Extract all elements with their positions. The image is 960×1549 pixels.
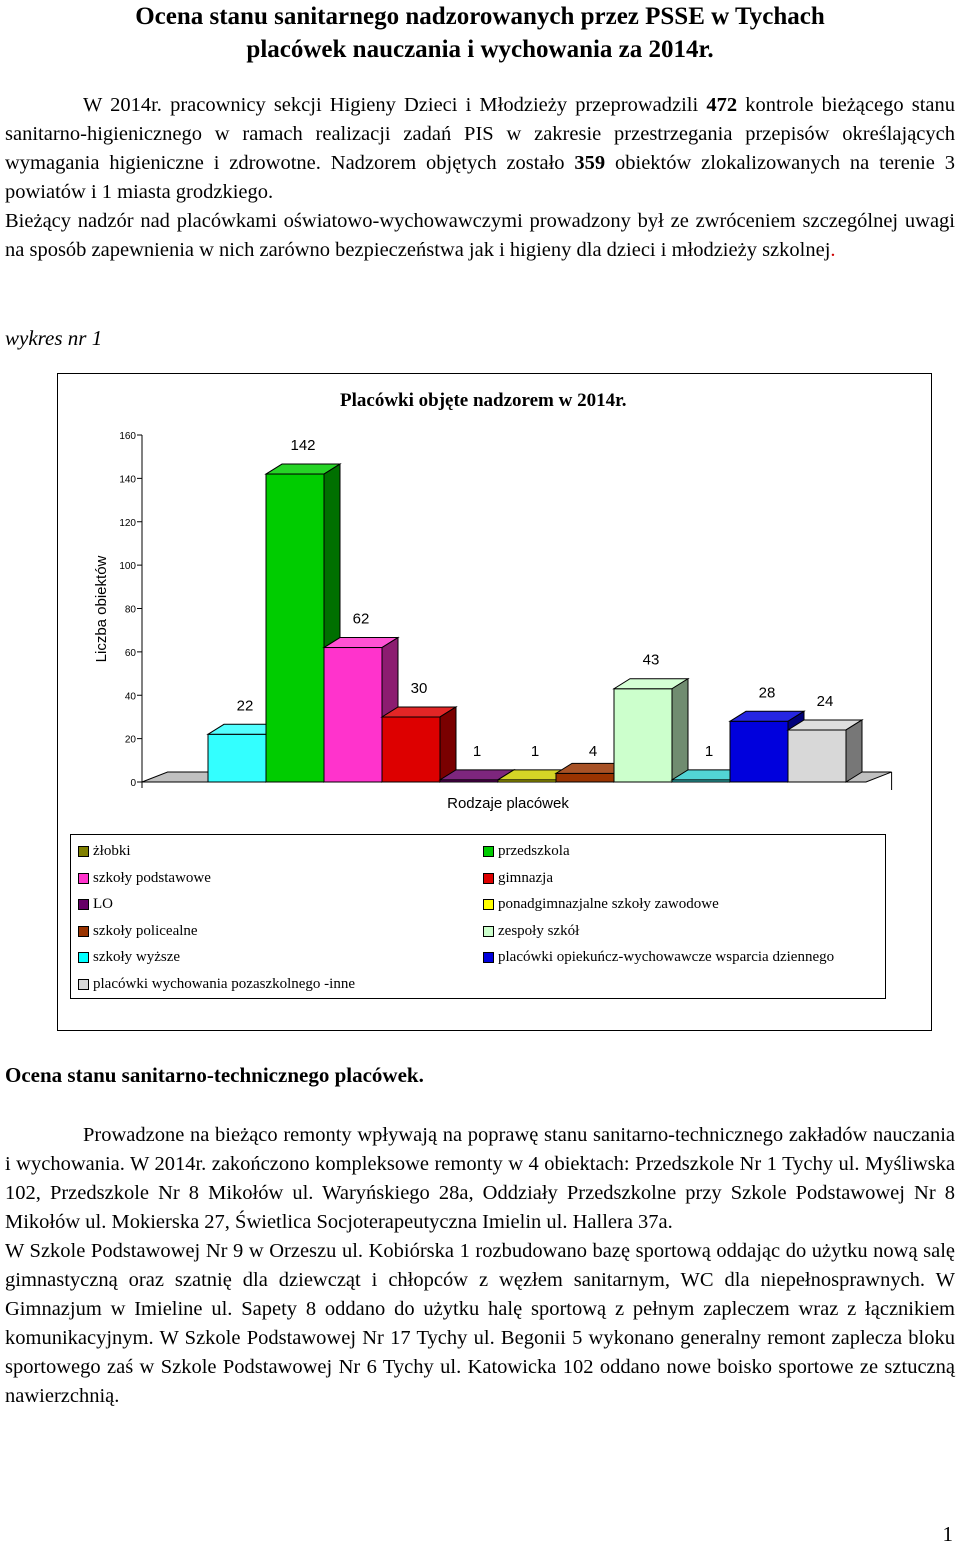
legend-item: żłobki xyxy=(78,843,131,860)
legend-label: szkoły wyższe xyxy=(93,949,181,966)
bar-front xyxy=(787,729,847,783)
legend-item: ponadgimnazjalne szkoły zawodowe xyxy=(483,896,719,913)
chart-legend: żłobki przedszkola szkoły podstawowe gimnaz… xyxy=(70,834,886,999)
legend-label: gimnazja xyxy=(498,869,553,886)
bar-value-label: 28 xyxy=(759,684,776,701)
bar-value-label: 24 xyxy=(817,693,834,710)
legend-item: gimnazja xyxy=(483,870,553,887)
y-tick-label: 100 xyxy=(119,561,136,572)
legend-swatch xyxy=(483,872,494,884)
section-heading: Ocena stanu sanitarno-technicznego placó… xyxy=(5,1063,424,1087)
legend-item: szkoły wyższe xyxy=(78,949,180,966)
legend-label: ponadgimnazjalne szkoły zawodowe xyxy=(498,896,719,913)
bar-side xyxy=(671,677,689,783)
legend-label: placówki wychowania pozaszkolnego -inne xyxy=(93,976,355,992)
intro-p2-text: Bieżący nadzór nad placówkami oświatowo-… xyxy=(5,210,955,261)
bar-front xyxy=(323,647,383,783)
title-line-2: placówek nauczania i wychowania za 2014r… xyxy=(246,36,714,63)
legend-swatch xyxy=(483,925,494,937)
legend-label: żłobki xyxy=(93,843,131,859)
bar-front xyxy=(555,772,615,783)
intro-p2: Bieżący nadzór nad placówkami oświatowo-… xyxy=(5,207,955,265)
legend-item: LO xyxy=(78,896,113,913)
legend-label: LO xyxy=(93,896,113,913)
section-body: Prowadzone na bieżąco remonty wpływają n… xyxy=(5,1121,955,1411)
bar-value-label: 1 xyxy=(473,743,481,760)
y-tick-label: 20 xyxy=(125,735,137,746)
legend-item: placówki wychowania pozaszkolnego -inne xyxy=(78,976,355,993)
legend-item: szkoły podstawowe xyxy=(78,870,211,887)
legend-label: zespoły szkół xyxy=(498,922,580,939)
legend-swatch xyxy=(78,979,89,990)
legend-swatch xyxy=(78,846,89,857)
x-axis-label: Rodzaje placówek xyxy=(447,795,569,812)
legend-label: placówki opiekuńcz-wychowawcze wsparcia … xyxy=(498,949,835,966)
bar-value-label: 22 xyxy=(237,697,254,714)
intro-p1: W 2014r. pracownicy sekcji Higieny Dziec… xyxy=(5,91,955,207)
objects-count: 359 xyxy=(574,152,606,174)
y-tick-label: 120 xyxy=(119,518,136,529)
intro-p2-end: . xyxy=(830,239,836,261)
bar-side xyxy=(439,706,457,783)
bar-front xyxy=(265,473,325,783)
bar-value-label: 30 xyxy=(411,680,428,697)
section-p2: W Szkole Podstawowej Nr 9 w Orzeszu ul. … xyxy=(5,1240,955,1407)
y-tick-label: 140 xyxy=(119,474,136,485)
intro-p1-text-a: W 2014r. pracownicy sekcji Higieny Dziec… xyxy=(83,94,707,116)
intro-p1-text-c: kontrole bieżącego stanu sanitarno-higie… xyxy=(5,94,956,174)
y-axis-label: Liczba obiektów xyxy=(93,555,110,662)
legend-item: szkoły policealne xyxy=(78,923,198,940)
bar-front xyxy=(613,688,673,783)
bar-value-label: 1 xyxy=(705,743,713,760)
bar-value-label: 142 xyxy=(290,437,315,454)
bar-value-label: 4 xyxy=(589,743,597,760)
bar-front xyxy=(729,720,789,783)
intro-paragraph: W 2014r. pracownicy sekcji Higieny Dziec… xyxy=(5,91,955,265)
section-p1: Prowadzone na bieżąco remonty wpływają n… xyxy=(5,1124,955,1233)
legend-swatch xyxy=(483,846,494,857)
legend-item: zespoły szkół xyxy=(483,923,579,940)
legend-swatch xyxy=(78,872,89,884)
bar-side xyxy=(845,719,863,783)
legend-item: przedszkola xyxy=(483,843,570,860)
bar-value-label: 1 xyxy=(531,743,539,760)
legend-item: placówki opiekuńcz-wychowawcze wsparcia … xyxy=(483,949,834,966)
legend-swatch xyxy=(78,899,89,911)
y-tick-label: 60 xyxy=(125,648,137,659)
legend-swatch xyxy=(483,899,494,911)
legend-swatch xyxy=(78,925,89,937)
controls-count: 472 xyxy=(706,94,738,116)
intro-p1-text-e: obiektów zlokalizowanych na terenie 3 po… xyxy=(5,152,955,203)
chart-caption: wykres nr 1 xyxy=(5,326,103,350)
chart-title: Placówki objęte nadzorem w 2014r. xyxy=(340,390,627,411)
document-title: Ocena stanu sanitarnego nadzorowanych pr… xyxy=(0,0,960,66)
y-tick-label: 40 xyxy=(125,691,137,702)
y-tick-label: 80 xyxy=(125,605,137,616)
legend-swatch xyxy=(483,952,494,964)
title-line-1: Ocena stanu sanitarnego nadzorowanych pr… xyxy=(135,3,825,30)
legend-swatch xyxy=(78,952,89,964)
page-number: 1 xyxy=(942,1522,954,1546)
chart-frame: Placówki objęte nadzorem w 2014r. 0 20 40 6… xyxy=(57,373,932,1031)
y-tick-label: 0 xyxy=(130,778,136,789)
bar-chart: 0 20 40 60 80 100 120 140 160 Liczba obiektów Rodz… xyxy=(93,431,893,812)
bar-front xyxy=(381,716,441,783)
bar-value-label: 43 xyxy=(643,652,660,669)
bar-front xyxy=(207,733,267,783)
y-tick-label: 160 xyxy=(119,431,136,442)
legend-label: szkoły policealne xyxy=(93,922,198,939)
legend-label: szkoły podstawowe xyxy=(93,869,211,886)
legend-label: przedszkola xyxy=(498,843,570,859)
bar-value-label: 62 xyxy=(353,611,370,628)
